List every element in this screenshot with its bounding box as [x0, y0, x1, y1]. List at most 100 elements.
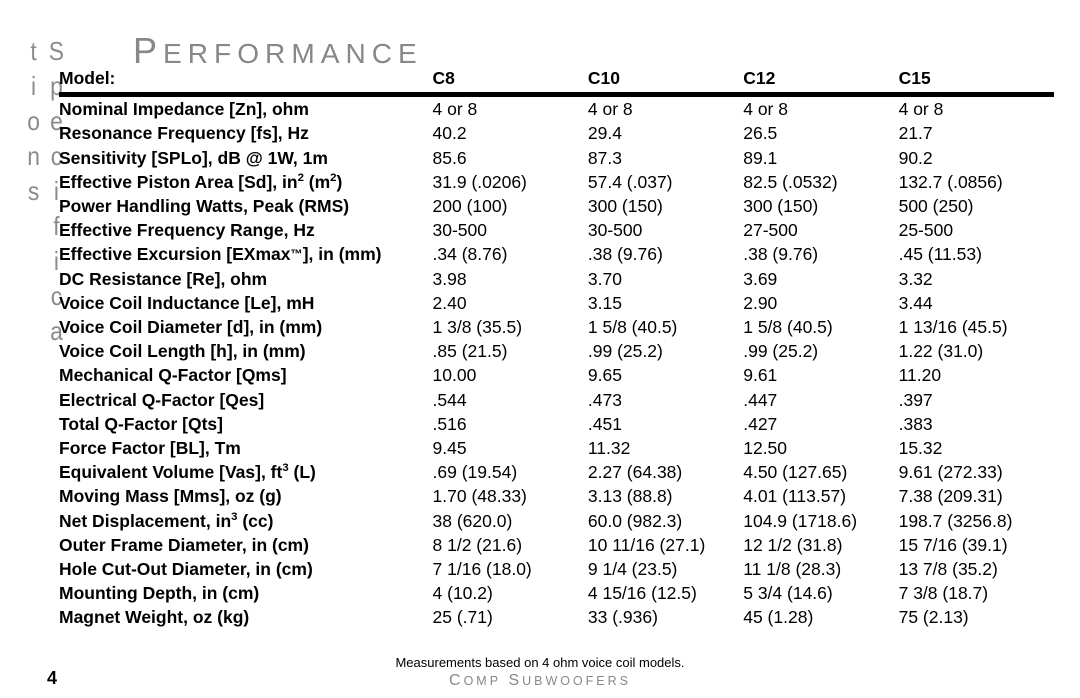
row-label: DC Resistance [Re], ohm: [59, 267, 433, 291]
row-value: .99 (25.2): [588, 339, 743, 363]
row-label: Net Displacement, in3 (cc): [59, 509, 433, 533]
row-label: Mechanical Q-Factor [Qms]: [59, 363, 433, 387]
row-value: 1 13/16 (45.5): [899, 315, 1054, 339]
row-label: Voice Coil Length [h], in (mm): [59, 339, 433, 363]
row-value: 9.65: [588, 363, 743, 387]
row-label: Total Q-Factor [Qts]: [59, 412, 433, 436]
table-row: Voice Coil Diameter [d], in (mm)1 3/8 (3…: [59, 315, 1054, 339]
row-value: 3.15: [588, 291, 743, 315]
row-value: .45 (11.53): [899, 242, 1054, 266]
table-row: Force Factor [BL], Tm9.4511.3212.5015.32: [59, 436, 1054, 460]
row-value: 29.4: [588, 121, 743, 145]
row-label: Electrical Q-Factor [Qes]: [59, 388, 433, 412]
row-value: 90.2: [899, 146, 1054, 170]
table-row: Magnet Weight, oz (kg)25 (.71)33 (.936)4…: [59, 605, 1054, 629]
row-value: 1 5/8 (40.5): [743, 315, 898, 339]
header-model: C15: [899, 66, 1054, 95]
row-value: 25 (.71): [433, 605, 588, 629]
row-value: 104.9 (1718.6): [743, 509, 898, 533]
row-value: 300 (150): [743, 194, 898, 218]
row-value: 3.13 (88.8): [588, 484, 743, 508]
row-value: 45 (1.28): [743, 605, 898, 629]
row-value: .451: [588, 412, 743, 436]
table-row: Sensitivity [SPLo], dB @ 1W, 1m85.687.38…: [59, 146, 1054, 170]
row-label: Hole Cut-Out Diameter, in (cm): [59, 557, 433, 581]
table-row: Effective Frequency Range, Hz30-50030-50…: [59, 218, 1054, 242]
row-value: 10 11/16 (27.1): [588, 533, 743, 557]
row-label: Outer Frame Diameter, in (cm): [59, 533, 433, 557]
row-value: 3.32: [899, 267, 1054, 291]
row-value: 15 7/16 (39.1): [899, 533, 1054, 557]
row-value: 89.1: [743, 146, 898, 170]
row-value: .473: [588, 388, 743, 412]
row-value: 1 5/8 (40.5): [588, 315, 743, 339]
row-value: 7 3/8 (18.7): [899, 581, 1054, 605]
row-value: 4 or 8: [588, 95, 743, 122]
table-row: Mounting Depth, in (cm)4 (10.2)4 15/16 (…: [59, 581, 1054, 605]
row-label: Nominal Impedance [Zn], ohm: [59, 95, 433, 122]
row-value: 2.40: [433, 291, 588, 315]
row-value: 82.5 (.0532): [743, 170, 898, 194]
row-label: Effective Excursion [EXmax™], in (mm): [59, 242, 433, 266]
row-value: 1.22 (31.0): [899, 339, 1054, 363]
row-value: 3.70: [588, 267, 743, 291]
table-row: DC Resistance [Re], ohm3.983.703.693.32: [59, 267, 1054, 291]
header-model: C10: [588, 66, 743, 95]
row-value: 200 (100): [433, 194, 588, 218]
row-label: Moving Mass [Mms], oz (g): [59, 484, 433, 508]
table-row: Resonance Frequency [fs], Hz40.229.426.5…: [59, 121, 1054, 145]
row-value: 9.61: [743, 363, 898, 387]
row-value: 12.50: [743, 436, 898, 460]
row-value: .397: [899, 388, 1054, 412]
row-value: .69 (19.54): [433, 460, 588, 484]
row-value: 4.01 (113.57): [743, 484, 898, 508]
row-value: 3.69: [743, 267, 898, 291]
row-value: .447: [743, 388, 898, 412]
table-row: Total Q-Factor [Qts].516.451.427.383: [59, 412, 1054, 436]
row-value: .544: [433, 388, 588, 412]
spec-table-body: Nominal Impedance [Zn], ohm4 or 84 or 84…: [59, 95, 1054, 630]
row-value: 4 or 8: [433, 95, 588, 122]
row-value: 8 1/2 (21.6): [433, 533, 588, 557]
row-value: 198.7 (3256.8): [899, 509, 1054, 533]
row-value: 4 15/16 (12.5): [588, 581, 743, 605]
table-row: Electrical Q-Factor [Qes].544.473.447.39…: [59, 388, 1054, 412]
table-row: Moving Mass [Mms], oz (g)1.70 (48.33)3.1…: [59, 484, 1054, 508]
spec-table: Model: C8 C10 C12 C15 Nominal Impedance …: [59, 66, 1054, 630]
row-value: 1 3/8 (35.5): [433, 315, 588, 339]
row-value: 30-500: [433, 218, 588, 242]
table-row: Voice Coil Length [h], in (mm).85 (21.5)…: [59, 339, 1054, 363]
row-value: .383: [899, 412, 1054, 436]
table-row: Voice Coil Inductance [Le], mH2.403.152.…: [59, 291, 1054, 315]
row-value: .85 (21.5): [433, 339, 588, 363]
table-row: Outer Frame Diameter, in (cm)8 1/2 (21.6…: [59, 533, 1054, 557]
row-value: 9.45: [433, 436, 588, 460]
table-row: Mechanical Q-Factor [Qms]10.009.659.6111…: [59, 363, 1054, 387]
table-row: Effective Piston Area [Sd], in2 (m2)31.9…: [59, 170, 1054, 194]
row-value: 7 1/16 (18.0): [433, 557, 588, 581]
row-value: 7.38 (209.31): [899, 484, 1054, 508]
footnote: Measurements based on 4 ohm voice coil m…: [0, 655, 1080, 670]
row-value: 26.5: [743, 121, 898, 145]
row-value: 85.6: [433, 146, 588, 170]
row-value: 500 (250): [899, 194, 1054, 218]
table-row: Effective Excursion [EXmax™], in (mm).34…: [59, 242, 1054, 266]
bottom-brand: COMP SUBWOOFERS: [0, 672, 1080, 690]
row-value: 4.50 (127.65): [743, 460, 898, 484]
row-value: .38 (9.76): [743, 242, 898, 266]
row-value: 30-500: [588, 218, 743, 242]
spec-table-wrap: Model: C8 C10 C12 C15 Nominal Impedance …: [59, 66, 1054, 630]
row-label: Effective Frequency Range, Hz: [59, 218, 433, 242]
row-value: 40.2: [433, 121, 588, 145]
row-value: 132.7 (.0856): [899, 170, 1054, 194]
row-value: .34 (8.76): [433, 242, 588, 266]
row-value: 300 (150): [588, 194, 743, 218]
row-value: .38 (9.76): [588, 242, 743, 266]
header-model: C8: [433, 66, 588, 95]
row-value: 13 7/8 (35.2): [899, 557, 1054, 581]
row-label: Effective Piston Area [Sd], in2 (m2): [59, 170, 433, 194]
table-row: Equivalent Volume [Vas], ft3 (L).69 (19.…: [59, 460, 1054, 484]
row-value: 75 (2.13): [899, 605, 1054, 629]
row-value: 31.9 (.0206): [433, 170, 588, 194]
row-value: 15.32: [899, 436, 1054, 460]
